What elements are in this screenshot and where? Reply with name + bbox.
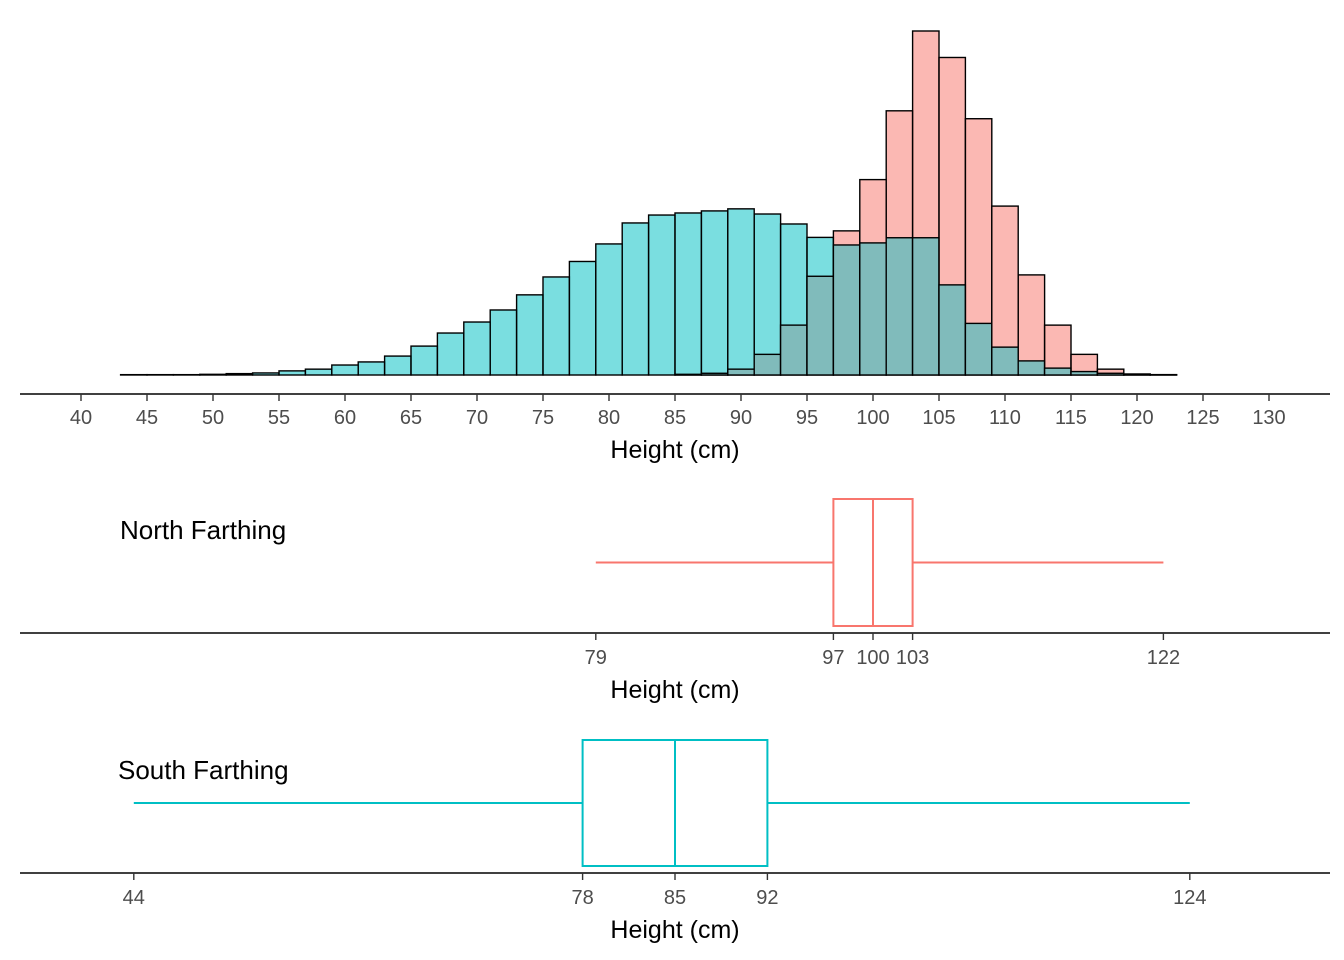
histogram-tick-label: 110 (989, 407, 1021, 429)
histogram-bar-overlap-119 (1123, 373, 1151, 376)
histogram-bar-south-61 (357, 361, 386, 376)
histogram-bar-south-69 (463, 321, 491, 376)
histogram-bar-south-77 (568, 260, 597, 376)
histogram-tick-label: 95 (796, 407, 818, 429)
histogram-bar-overlap-91 (753, 353, 782, 376)
histogram-tick-label: 125 (1186, 407, 1219, 429)
histogram-tick-label: 60 (334, 407, 356, 429)
histogram-bar-south-65 (410, 345, 439, 376)
histogram-tick-label: 105 (922, 407, 955, 429)
histogram-bar-overlap-115 (1070, 370, 1099, 376)
south-x-axis-title: Height (cm) (610, 916, 739, 944)
south-tick-label: 78 (571, 887, 593, 909)
histogram-tick-label: 100 (856, 407, 889, 429)
north-tick-label: 79 (585, 647, 607, 669)
south-boxplot (133, 739, 1190, 867)
histogram-bar-overlap-107 (964, 322, 993, 376)
histogram-bar-overlap-97 (832, 244, 861, 376)
histogram-bar-overlap-89 (727, 368, 755, 376)
histogram-bar-south-85 (674, 212, 703, 376)
histogram-bar-south-91 (753, 213, 782, 376)
south-x-ticks: 44 78 85 92 124 (123, 873, 1206, 909)
histogram-bar-overlap-95 (806, 275, 835, 376)
histogram-bar-north-113 (1043, 324, 1072, 376)
histogram-bar-south-55 (278, 370, 307, 376)
histogram-tick-label: 50 (202, 407, 224, 429)
north-boxplot-panel: North Farthing 79 97 100 103 122 Height (cm) (20, 498, 1330, 704)
histogram-bar-overlap-117 (1096, 372, 1125, 376)
histogram-tick-label: 65 (400, 407, 422, 429)
histogram-bar-south-75 (542, 276, 571, 376)
histogram-bar-south-57 (304, 368, 333, 376)
histogram-bar-south-71 (489, 309, 518, 376)
histogram-bar-overlap-105 (938, 284, 967, 376)
histogram-tick-label: 75 (532, 407, 554, 429)
north-x-axis-title: Height (cm) (610, 676, 739, 704)
histogram-tick-label: 80 (598, 407, 620, 429)
north-tick-label: 97 (822, 647, 844, 669)
histogram-bar-south-81 (621, 222, 650, 376)
south-boxplot-panel: South Farthing 44 78 85 92 124 Height (cm) (20, 739, 1330, 944)
histogram-bar-south-87 (700, 210, 729, 376)
histogram-bar-north-111 (1017, 274, 1046, 376)
histogram-tick-label: 90 (730, 407, 752, 429)
histogram-tick-label: 55 (268, 407, 290, 429)
south-tick-label: 92 (756, 887, 778, 909)
north-tick-label: 103 (896, 647, 929, 669)
histogram-bar-overlap-109 (991, 346, 1019, 376)
south-tick-label: 44 (123, 887, 145, 909)
histogram-tick-label: 120 (1120, 407, 1153, 429)
histogram-bar-south-73 (515, 294, 544, 376)
histogram-bar-south-51 (225, 372, 254, 376)
north-boxplot (595, 498, 1164, 627)
histogram-bar-overlap-99 (859, 242, 887, 376)
histogram-bar-south-53 (251, 372, 280, 376)
histogram-bar-south-83 (647, 214, 676, 376)
south-group-label: South Farthing (118, 755, 289, 785)
histogram-tick-label: 70 (466, 407, 488, 429)
histogram-bar-overlap-103 (911, 237, 940, 376)
histogram-bar-south-67 (436, 332, 465, 376)
north-group-label: North Farthing (120, 515, 286, 545)
north-x-ticks: 79 97 100 103 122 (585, 633, 1180, 669)
histogram-bar-south-63 (383, 355, 412, 376)
histogram-bars (119, 30, 1178, 376)
histogram-tick-label: 45 (136, 407, 158, 429)
histogram-bar-overlap-85 (674, 373, 703, 376)
histogram-bar-overlap-113 (1043, 367, 1072, 376)
histogram-tick-label: 85 (664, 407, 686, 429)
histogram-bar-overlap-93 (779, 324, 808, 376)
histogram-tick-label: 40 (70, 407, 92, 429)
histogram-bar-south-79 (595, 243, 623, 376)
south-tick-label: 85 (664, 887, 686, 909)
histogram-bar-south-59 (331, 364, 359, 376)
histogram-bar-overlap-111 (1017, 360, 1046, 376)
histogram-bar-overlap-101 (885, 237, 914, 376)
histogram-panel: 40 45 50 55 60 65 70 75 80 85 90 95 100 105 110 115 120 1… (20, 30, 1330, 464)
north-tick-label: 100 (856, 647, 889, 669)
histogram-x-axis-title: Height (cm) (610, 436, 739, 464)
south-tick-label: 124 (1173, 887, 1206, 909)
histogram-tick-label: 115 (1055, 407, 1087, 429)
histogram-x-ticks: 40 45 50 55 60 65 70 75 80 85 90 95 100 105 110 115 120 1… (70, 394, 1286, 429)
north-tick-label: 122 (1147, 647, 1180, 669)
histogram-bar-overlap-87 (700, 372, 729, 376)
histogram-bar-south-49 (199, 373, 227, 376)
histogram-bar-south-89 (727, 208, 755, 376)
histogram-tick-label: 130 (1252, 407, 1285, 429)
